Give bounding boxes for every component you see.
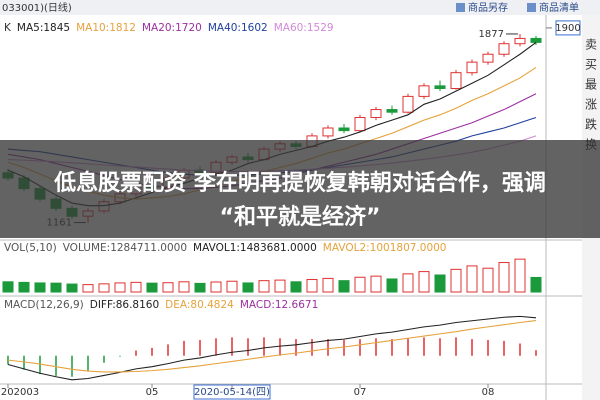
tab[interactable]: 商品另存 (468, 1, 508, 14)
side-label: 买 (585, 58, 597, 72)
side-label: 卖 (585, 38, 597, 52)
candle-body (386, 109, 398, 113)
volume-bar (114, 282, 126, 293)
stock-code: 033001) (2, 3, 44, 14)
volume-bar (66, 283, 78, 293)
volume-bar (274, 279, 286, 293)
legend-label: DIFF:86.8160 (90, 299, 159, 311)
legend-label: VOLUME:1284711.0000 (63, 242, 187, 254)
side-label: 最 (585, 78, 597, 92)
candle-body (338, 127, 350, 132)
volume-bar (130, 281, 142, 293)
y-tick-box (555, 20, 581, 36)
banner-line: 低息股票配资 李在明再提恢复韩朝对话合作，强调 (53, 170, 546, 196)
volume-bar (242, 282, 254, 293)
legend-label: MA5:1845 (17, 22, 70, 34)
volume-bar (530, 276, 542, 293)
volume-bar (82, 284, 94, 293)
volume-bar (322, 277, 334, 293)
legend-label: K (4, 22, 12, 34)
volume-bar (290, 281, 302, 293)
candle-body (482, 53, 494, 63)
side-label: 换 (585, 138, 597, 152)
candle-body (354, 116, 366, 132)
x-tick-label: 08 (482, 387, 495, 398)
volume-bar (418, 271, 430, 293)
volume-bar (370, 275, 382, 293)
annotation: 1877 (479, 29, 504, 40)
volume-bar (306, 279, 318, 293)
volume-bar (2, 281, 14, 293)
volume-bar (178, 281, 190, 293)
volume-bar (338, 280, 350, 293)
x-tick-label: 202003 (1, 387, 39, 398)
chart-layer: K MA5:1845 MA10:1812 MA20:1720 MA40:1602 MA60… (1, 20, 581, 400)
legend-label: MAVOL1:1483681.0000 (193, 242, 317, 254)
volume-bar (210, 281, 222, 293)
legend-label: VOL(5,10) (4, 242, 57, 254)
top-bar (0, 0, 600, 15)
banner-line: “和平就是经济” (220, 204, 381, 230)
legend-label: MACD(12,26,9) (4, 299, 84, 311)
volume-bar (450, 268, 462, 293)
volume-bar (98, 283, 110, 293)
macd-line (7, 315, 537, 381)
candle-body (530, 37, 542, 43)
banner (0, 140, 600, 238)
volume-bar (354, 276, 366, 293)
side-label: 涨 (585, 97, 597, 112)
candle-body (450, 72, 462, 89)
candle-body (418, 85, 430, 97)
candle-body (514, 37, 526, 45)
volume-bar (482, 267, 494, 293)
legend-label: MA60:1529 (274, 22, 334, 34)
candle-body (370, 109, 382, 118)
x-tick-label: 2020-05-14(四) (194, 387, 270, 398)
macd-line (7, 319, 537, 373)
volume-bar (498, 262, 510, 293)
candle-body (498, 43, 510, 55)
volume-bar (50, 282, 62, 293)
legend-label: MA40:1602 (208, 22, 268, 34)
volume-bar (434, 274, 446, 293)
volume-bar (386, 278, 398, 293)
tab-icon (527, 3, 536, 12)
candle-body (402, 95, 414, 113)
x-tick-label: 05 (146, 387, 159, 398)
candle-body (466, 61, 478, 74)
legend-label: MAVOL2:1001807.0000 (323, 242, 447, 254)
volume-bar (402, 273, 414, 293)
candle-body (322, 127, 334, 137)
volume-bar (18, 281, 30, 293)
side-label: 跌 (585, 117, 597, 132)
tab[interactable]: 商品清单 (539, 1, 579, 14)
volume-bar (514, 258, 526, 293)
y-tick-label: 1900 (555, 23, 580, 34)
x-tick-label: 07 (354, 387, 367, 398)
period: (日线) (44, 1, 72, 14)
candle-body (434, 85, 446, 89)
legend-label: MACD:12.6671 (240, 299, 318, 311)
volume-bar (466, 265, 478, 293)
volume-bar (258, 280, 270, 293)
legend-label: DEA:80.4824 (165, 299, 234, 311)
volume-bar (146, 282, 158, 293)
volume-bar (194, 282, 206, 293)
volume-bar (226, 280, 238, 293)
volume-bar (162, 282, 174, 293)
legend-label: MA10:1812 (76, 22, 136, 34)
tab-icon (456, 3, 465, 12)
volume-bar (34, 282, 46, 293)
legend-label: MA20:1720 (142, 22, 202, 34)
